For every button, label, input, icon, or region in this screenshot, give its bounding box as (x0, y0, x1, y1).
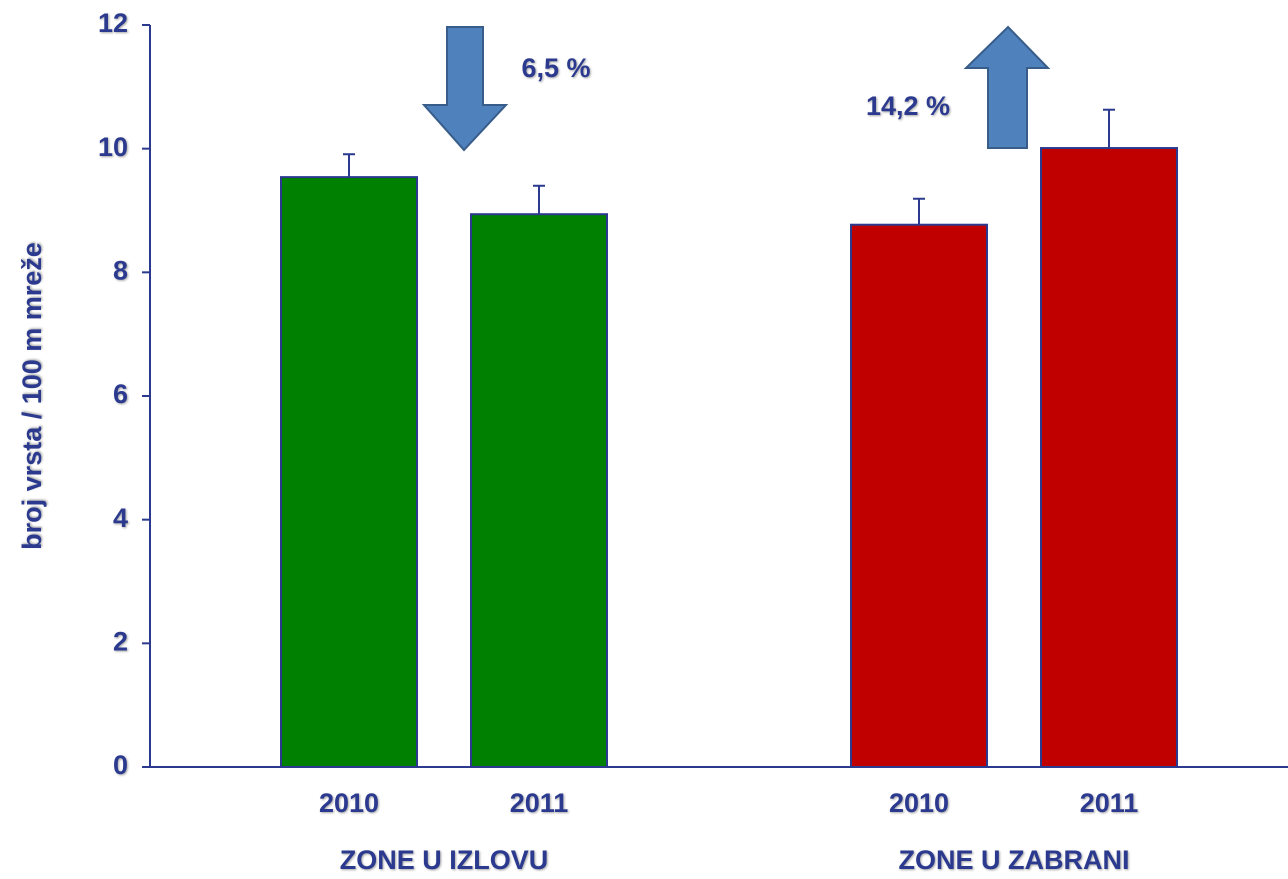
x-tick-label: 2010 (889, 788, 949, 818)
x-tick-label: 2011 (1080, 788, 1139, 818)
up-arrow (963, 25, 1051, 149)
y-axis-label: broj vrsta / 100 m mreže (17, 242, 47, 550)
y-tick-label: 6 (113, 379, 128, 409)
annotation: 6,5 % (521, 53, 590, 83)
group-label: ZONE U IZLOVU (340, 845, 549, 875)
y-tick-label: 10 (98, 132, 128, 162)
x-tick-label: 2011 (510, 788, 569, 818)
x-tick-label: 2010 (319, 788, 379, 818)
group-label: ZONE U ZABRANI (899, 845, 1130, 875)
bar (1040, 147, 1178, 768)
y-tick-label: 8 (113, 255, 128, 285)
bar (850, 223, 988, 768)
bar (470, 213, 608, 768)
bar (280, 176, 418, 769)
y-tick-label: 2 (113, 626, 128, 656)
y-tick-label: 4 (113, 503, 128, 533)
y-tick-label: 0 (113, 750, 128, 780)
y-tick-label: 12 (98, 8, 128, 38)
annotation: 14,2 % (866, 91, 950, 121)
down-arrow (421, 26, 509, 152)
